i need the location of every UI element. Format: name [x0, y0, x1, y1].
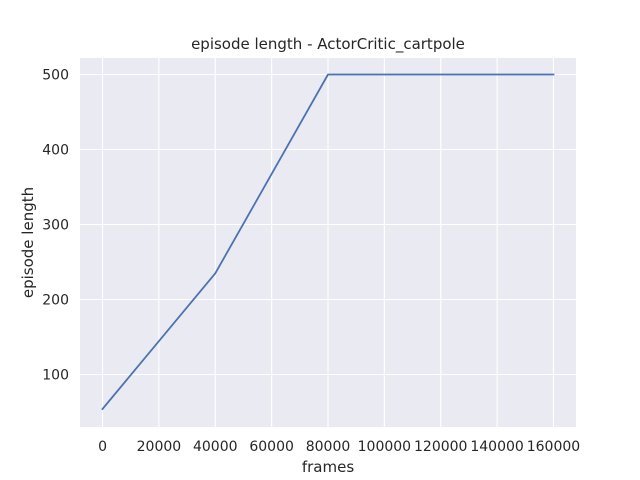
- x-tick-label: 100000: [358, 439, 411, 455]
- x-tick-label: 160000: [527, 439, 580, 455]
- x-tick-label: 140000: [470, 439, 523, 455]
- x-tick-label: 120000: [414, 439, 467, 455]
- y-axis-ticks: 100 200 300 400 500: [42, 68, 69, 384]
- series-line: [101, 73, 555, 411]
- x-axis-ticks: 0 20000 40000 60000 80000 100000 120000 140000 1…: [98, 439, 580, 455]
- y-tick-label: 200: [42, 293, 69, 309]
- x-tick-label: 40000: [193, 439, 238, 455]
- y-tick-label: 400: [42, 143, 69, 159]
- x-tick-label: 0: [98, 439, 107, 455]
- y-tick-label: 500: [42, 68, 69, 84]
- x-axis-label: frames: [302, 458, 354, 476]
- series-layer: [101, 73, 555, 411]
- x-tick-label: 80000: [306, 439, 351, 455]
- y-tick-label: 300: [42, 218, 69, 234]
- y-tick-label: 100: [42, 368, 69, 384]
- x-tick-label: 20000: [137, 439, 182, 455]
- chart-title: episode length - ActorCritic_cartpole: [191, 35, 465, 54]
- x-tick-label: 60000: [249, 439, 294, 455]
- y-axis-label: episode length: [19, 187, 37, 298]
